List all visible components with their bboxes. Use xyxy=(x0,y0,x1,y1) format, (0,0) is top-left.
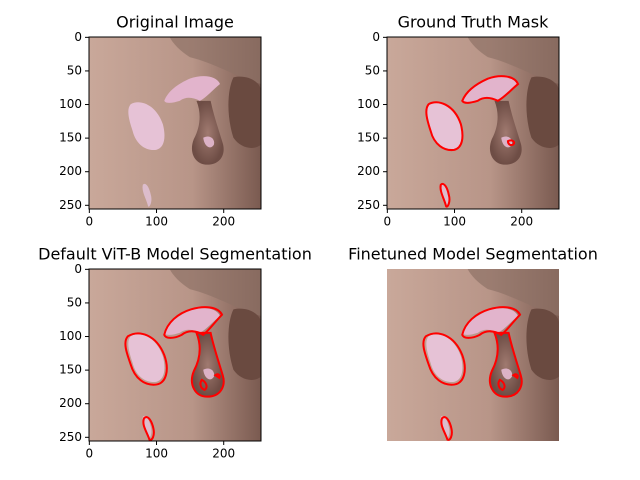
subplot-title: Original Image xyxy=(116,13,234,32)
image xyxy=(387,37,559,209)
y-tick-label: 0 xyxy=(74,262,82,276)
subplot: Ground Truth Mask 0 100 200 0 50 100 150 200 250 xyxy=(357,13,560,229)
image xyxy=(89,269,261,441)
y-tick-label: 150 xyxy=(59,363,82,377)
x-tick-label: 100 xyxy=(443,215,466,229)
x-tick-label: 200 xyxy=(212,215,235,229)
image xyxy=(89,37,261,209)
y-tick-label: 100 xyxy=(357,97,380,111)
y-tick-label: 0 xyxy=(372,30,380,44)
x-tick-label: 0 xyxy=(86,447,94,461)
y-tick-label: 200 xyxy=(357,164,380,178)
image xyxy=(387,269,559,441)
x-tick-label: 200 xyxy=(212,447,235,461)
x-tick-label: 100 xyxy=(145,447,168,461)
y-tick-label: 100 xyxy=(59,97,82,111)
y-tick-label: 250 xyxy=(59,430,82,444)
y-tick-label: 200 xyxy=(59,396,82,410)
y-tick-label: 50 xyxy=(67,63,82,77)
y-tick-label: 150 xyxy=(357,131,380,145)
subplot-title: Finetuned Model Segmentation xyxy=(348,245,598,264)
subplot-title: Default ViT-B Model Segmentation xyxy=(38,245,312,264)
axes-frame xyxy=(88,268,262,442)
y-tick-label: 100 xyxy=(59,329,82,343)
subplot-title: Ground Truth Mask xyxy=(398,13,550,32)
y-tick-label: 250 xyxy=(59,198,82,212)
x-tick-label: 200 xyxy=(510,215,533,229)
axes-frame xyxy=(88,36,262,210)
y-tick-label: 50 xyxy=(365,63,380,77)
x-tick-label: 0 xyxy=(86,215,94,229)
subplot: Finetuned Model Segmentation xyxy=(348,245,598,441)
y-tick-label: 250 xyxy=(357,198,380,212)
y-tick-label: 0 xyxy=(74,30,82,44)
y-tick-label: 50 xyxy=(67,295,82,309)
axes-frame xyxy=(386,36,560,210)
x-tick-label: 100 xyxy=(145,215,168,229)
x-tick-label: 0 xyxy=(384,215,392,229)
y-tick-label: 200 xyxy=(59,164,82,178)
subplot: Original Image 0 100 200 0 50 100 150 200 250 xyxy=(59,13,262,229)
y-tick-label: 150 xyxy=(59,131,82,145)
